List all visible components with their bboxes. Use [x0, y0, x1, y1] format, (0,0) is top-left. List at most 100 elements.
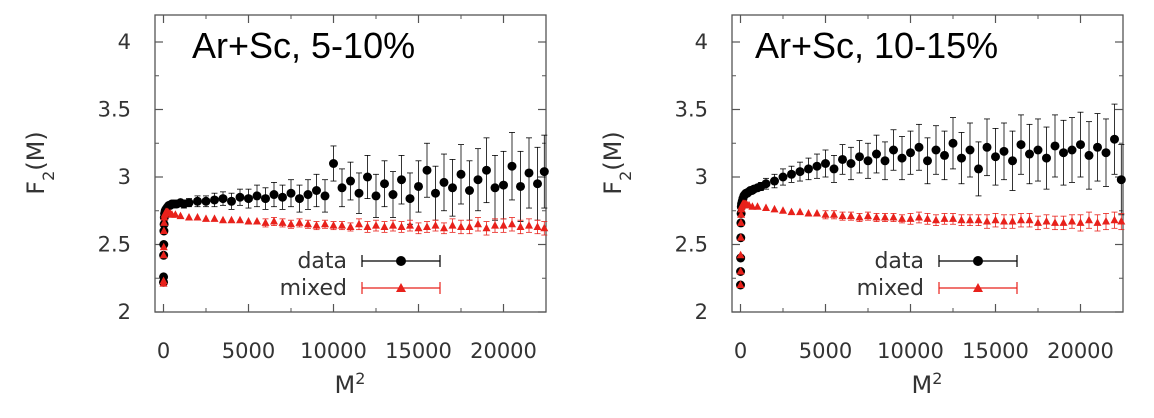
data-point-mixed-16 — [753, 202, 762, 210]
data-point-data-48 — [999, 146, 1009, 156]
data-point-data-44 — [388, 190, 398, 200]
data-point-mixed-17 — [762, 203, 770, 212]
data-point-mixed-59 — [540, 223, 549, 232]
data-point-mixed-1 — [736, 267, 745, 275]
data-point-mixed-51 — [1051, 218, 1059, 226]
data-point-data-34 — [880, 156, 890, 166]
data-point-data-24 — [218, 194, 228, 204]
data-point-mixed-21 — [219, 215, 227, 224]
data-point-data-30 — [846, 159, 856, 168]
chart-title: Ar+Sc, 10-15% — [755, 25, 998, 66]
data-point-data-35 — [889, 145, 898, 155]
data-point-data-28 — [829, 164, 839, 174]
y-tick-label-3: 3.5 — [675, 98, 708, 122]
data-point-mixed-47 — [440, 223, 448, 232]
y-axis-label: F2(M) — [599, 131, 635, 194]
y-tick-label-4: 4 — [695, 30, 708, 54]
x-tick-label-0: 0 — [734, 339, 747, 363]
data-point-mixed-33 — [321, 219, 329, 228]
data-point-data-23 — [787, 169, 796, 179]
data-point-mixed-15 — [748, 202, 757, 210]
data-point-data-62 — [539, 167, 549, 177]
plot-frame — [731, 14, 1124, 313]
data-point-data-50 — [1016, 140, 1026, 150]
data-point-mixed-42 — [397, 222, 406, 230]
data-point-mixed-43 — [406, 221, 414, 229]
data-point-data-22 — [201, 196, 211, 206]
legend-label-data: data — [297, 249, 347, 274]
data-point-mixed-3 — [736, 233, 745, 241]
data-point-data-61 — [533, 179, 542, 189]
data-point-mixed-22 — [227, 215, 236, 224]
data-point-mixed-55 — [1085, 215, 1093, 224]
data-point-data-50 — [439, 177, 449, 187]
series-data — [736, 103, 1126, 290]
data-point-mixed-33 — [898, 214, 906, 222]
data-point-data-40 — [354, 188, 364, 198]
data-point-mixed-31 — [881, 213, 889, 221]
data-point-mixed-50 — [1042, 217, 1051, 225]
data-point-data-58 — [507, 161, 517, 171]
data-point-mixed-43 — [983, 217, 991, 225]
data-point-mixed-44 — [414, 223, 423, 232]
data-point-mixed-39 — [372, 221, 380, 229]
data-point-mixed-52 — [1059, 218, 1068, 226]
data-point-data-28 — [252, 191, 262, 201]
data-point-mixed-26 — [261, 218, 270, 226]
data-point-data-38 — [914, 142, 924, 152]
legend-marker-mixed — [973, 283, 983, 292]
data-point-mixed-30 — [872, 213, 881, 221]
x-tick-label-1: 5000 — [799, 339, 852, 363]
data-point-data-41 — [363, 172, 372, 182]
data-point-data-48 — [422, 165, 432, 175]
data-point-mixed-51 — [474, 219, 482, 228]
data-point-data-46 — [982, 142, 992, 152]
data-point-data-30 — [269, 190, 279, 200]
data-point-data-32 — [286, 188, 296, 198]
chart-panel-right: 2 2.5 3 3.5 4 0 5000 10000 15000 20000 Ar+Sc, 10… — [577, 0, 1154, 418]
data-point-mixed-53 — [491, 221, 499, 229]
data-point-data-24 — [795, 167, 805, 177]
data-point-mixed-45 — [1000, 217, 1008, 225]
x-tick-label-4: 20000 — [470, 339, 537, 363]
data-point-mixed-48 — [1025, 215, 1034, 224]
data-point-data-31 — [278, 192, 287, 202]
data-point-mixed-53 — [1068, 217, 1076, 225]
data-point-mixed-32 — [312, 221, 321, 229]
data-point-data-27 — [821, 159, 830, 168]
series-mixed — [159, 207, 549, 287]
data-point-data-57 — [1076, 140, 1085, 150]
data-point-data-33 — [295, 194, 304, 204]
data-point-mixed-35 — [338, 221, 346, 229]
data-point-mixed-28 — [855, 213, 864, 221]
y-tick-label-2: 3 — [695, 165, 708, 189]
data-point-mixed-21 — [796, 207, 804, 216]
x-tick-label-1: 5000 — [222, 339, 275, 363]
data-point-mixed-58 — [533, 222, 542, 230]
data-point-data-39 — [923, 156, 932, 166]
data-point-data-51 — [1025, 149, 1034, 159]
data-point-mixed-48 — [448, 221, 457, 229]
data-point-mixed-37 — [355, 219, 363, 228]
data-point-data-56 — [1067, 145, 1077, 155]
y-tick-label-4: 4 — [118, 30, 131, 54]
x-tick-label-3: 15000 — [385, 339, 452, 363]
data-point-mixed-41 — [389, 221, 397, 229]
data-point-data-34 — [303, 190, 313, 200]
plot-frame — [154, 14, 547, 313]
data-point-data-37 — [906, 148, 915, 158]
x-ticks: 0 5000 10000 15000 20000 — [157, 15, 547, 363]
data-point-mixed-25 — [253, 217, 261, 225]
x-tick-label-0: 0 — [157, 339, 170, 363]
data-point-data-45 — [397, 175, 406, 185]
data-point-data-56 — [490, 183, 500, 193]
data-point-data-54 — [1050, 141, 1060, 151]
data-point-data-47 — [414, 181, 423, 191]
data-point-data-21 — [193, 196, 202, 206]
data-point-data-62 — [1116, 175, 1126, 185]
data-point-mixed-24 — [244, 217, 253, 225]
data-point-mixed-29 — [864, 211, 872, 220]
data-point-mixed-56 — [1093, 218, 1102, 226]
data-point-data-58 — [1084, 150, 1094, 160]
data-point-mixed-37 — [932, 215, 940, 224]
